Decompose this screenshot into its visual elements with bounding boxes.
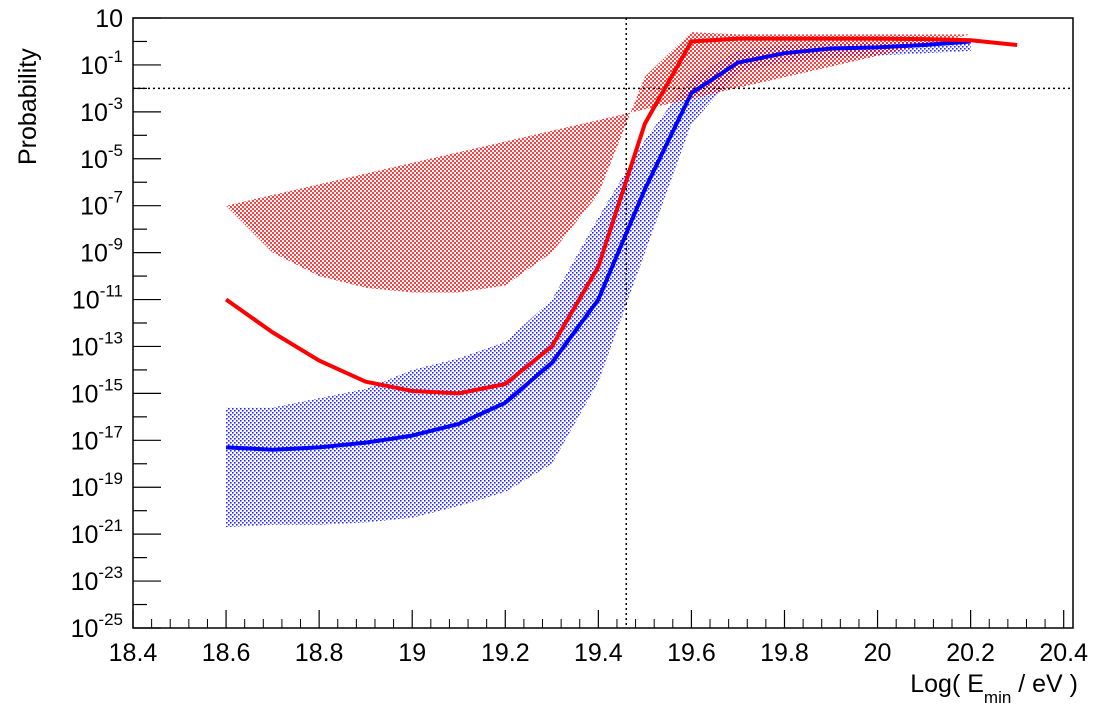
y-tick-label: 10-19 [71,469,123,502]
x-axis-title-main: Log( E [910,670,984,698]
y-tick-label: 10-15 [71,375,123,408]
y-tick-label: 10-3 [80,94,123,127]
x-tick-label: 20.4 [1039,639,1088,667]
y-tick-label: 10-25 [71,610,123,643]
x-tick-label: 20 [864,639,892,667]
y-axis-ticks: 10 10-1 10-3 10-5 10-7 10-9 10-11 10-13 10-15 10-… [71,5,161,643]
x-axis-title-tail: / eV ) [1011,670,1078,698]
x-axis-title: Log( Emin / eV ) [910,670,1078,707]
y-tick-label: 10-13 [71,328,123,361]
y-tick-label: 10-21 [71,516,123,549]
series-lines [224,36,1018,452]
x-tick-label: 18.8 [295,639,344,667]
series-line-1 [225,39,971,452]
x-tick-label: 19.2 [481,639,530,667]
series-line-2 [224,36,1018,396]
y-tick-label: 10-5 [80,141,123,174]
x-tick-label: 20.2 [946,639,995,667]
x-tick-label: 19.8 [760,639,809,667]
x-tick-label: 18.6 [202,639,251,667]
x-tick-label: 18.4 [109,639,158,667]
y-tick-label: 10 [95,5,123,33]
confidence-bands [226,32,971,528]
y-tick-label: 10-9 [80,235,123,268]
x-tick-label: 19.4 [574,639,623,667]
x-axis-ticks: 18.4 18.6 18.8 19 19.2 19.4 19.6 19.8 20 20.2 20.4 [109,610,1088,667]
y-tick-label: 10-17 [71,422,123,455]
reference-lines [133,18,1073,628]
y-tick-label: 10-11 [72,282,123,315]
confidence-band-1 [226,39,971,528]
confidence-band-2 [226,32,971,293]
y-axis-title: Probability [14,48,42,165]
x-tick-label: 19 [398,639,426,667]
y-tick-label: 10-1 [80,47,123,80]
x-axis-title-subscript: min [984,688,1011,707]
x-tick-label: 19.6 [667,639,716,667]
y-tick-label: 10-23 [71,563,123,596]
y-tick-label: 10-7 [80,188,123,221]
